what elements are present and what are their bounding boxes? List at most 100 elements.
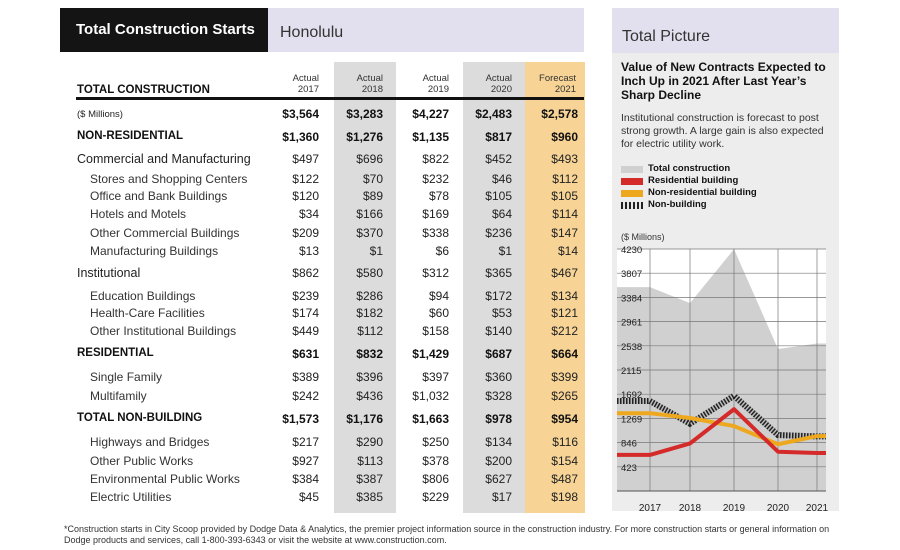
row-label: Multifamily — [90, 389, 147, 403]
table-cell: $696 — [356, 152, 383, 166]
table-cell: $862 — [292, 266, 319, 280]
table-cell: $832 — [356, 347, 383, 361]
table-title: Total Construction Starts — [60, 8, 268, 52]
footnote: *Construction starts in City Scoop provi… — [64, 524, 830, 545]
table-cell: $114 — [552, 207, 578, 221]
chart-heading: Value of New Contracts Expected to Inch … — [621, 60, 826, 102]
table-cell: $265 — [551, 389, 578, 403]
row-label: NON-RESIDENTIAL — [77, 130, 184, 142]
legend-label: Non-residential building — [648, 187, 757, 198]
table-cell: $134 — [485, 435, 512, 449]
table-cell: $328 — [485, 389, 512, 403]
table-cell: $627 — [485, 472, 512, 486]
table-cell: $113 — [357, 454, 383, 468]
row-label: Education Buildings — [90, 289, 196, 303]
table-cell: $34 — [298, 207, 319, 221]
col-header-2019: Actual 2019 — [389, 73, 449, 95]
col-header-year: 2018 — [361, 84, 383, 95]
table-header-bar: Total Construction Starts Honolulu — [60, 8, 584, 52]
col-header-2020: Actual 2020 — [452, 73, 512, 95]
table-cell: $70 — [362, 172, 383, 186]
panel-title: Total Picture — [622, 28, 711, 45]
table-cell: $174 — [292, 306, 319, 320]
table-cell: $806 — [422, 472, 449, 486]
table-cell: $817 — [485, 130, 512, 144]
table-cell: $1,429 — [412, 347, 449, 361]
table-cell: $2,578 — [541, 107, 578, 121]
table-cell: $312 — [422, 266, 449, 280]
y-tick-label: 3384 — [621, 293, 642, 304]
header-rule — [76, 97, 584, 100]
table-cell: $229 — [422, 490, 449, 504]
table-cell: $1,135 — [412, 130, 449, 144]
table-cell: $154 — [551, 454, 578, 468]
table-cell: $147 — [551, 226, 578, 240]
table-cell: $134 — [551, 289, 578, 303]
row-label: TOTAL NON-BUILDING — [77, 412, 203, 424]
row-label: Environmental Public Works — [90, 472, 240, 486]
table-cell: $121 — [551, 306, 578, 320]
table-cell: $94 — [428, 289, 449, 303]
x-tick-label: 2020 — [767, 503, 790, 514]
x-tick-label: 2021 — [806, 503, 829, 514]
table-cell: $3,564 — [282, 107, 319, 121]
table-cell: $360 — [485, 370, 512, 384]
row-label: Other Public Works — [90, 454, 194, 468]
table-cell: $338 — [422, 226, 449, 240]
y-tick-label: 2538 — [621, 342, 642, 353]
legend-swatch-nonbuilding — [621, 202, 643, 209]
row-label: Hotels and Motels — [90, 207, 187, 221]
table-cell: $64 — [491, 207, 512, 221]
table-cell: $60 — [428, 306, 449, 320]
col-header-year: 2020 — [490, 84, 512, 95]
table-cell: $978 — [485, 412, 512, 426]
city-name: Honolulu — [280, 24, 344, 41]
table-cell: $3,283 — [346, 107, 383, 121]
table-cell: $169 — [422, 207, 449, 221]
col-header-status: Actual — [292, 73, 319, 84]
table-cell: $13 — [298, 244, 319, 258]
legend-label: Residential building — [648, 175, 739, 186]
y-tick-label: 1269 — [621, 414, 642, 425]
table-cell: $212 — [551, 324, 578, 338]
table-cell: $4,227 — [412, 107, 449, 121]
table-cell: $166 — [356, 207, 383, 221]
table-cell: $45 — [298, 490, 319, 504]
table-cell: $209 — [292, 226, 319, 240]
row-label: Other Commercial Buildings — [90, 226, 240, 240]
row-label: RESIDENTIAL — [77, 347, 154, 359]
legend-label: Non-building — [648, 199, 707, 210]
table-cell: $436 — [356, 389, 383, 403]
table-cell: $236 — [485, 226, 512, 240]
row-label: Stores and Shopping Centers — [90, 172, 248, 186]
col-header-status: Actual — [356, 73, 383, 84]
col-header-status: Forecast — [539, 73, 576, 84]
table-cell: $158 — [422, 324, 449, 338]
col-header-2021: Forecast 2021 — [516, 73, 576, 95]
row-label: Commercial and Manufacturing — [77, 152, 251, 166]
table-cell: $370 — [356, 226, 383, 240]
y-tick-label: 423 — [621, 463, 637, 474]
table-cell: $365 — [485, 266, 512, 280]
table-cell: $105 — [551, 189, 578, 203]
row-label: Highways and Bridges — [90, 435, 210, 449]
table-cell: $290 — [356, 435, 383, 449]
row-label: Health-Care Facilities — [90, 306, 205, 320]
table-cell: $396 — [356, 370, 383, 384]
col-header-2017: Actual 2017 — [259, 73, 319, 95]
y-tick-label: 2115 — [621, 366, 641, 377]
table-cell: $389 — [292, 370, 319, 384]
table-cell: $822 — [422, 152, 449, 166]
table-cell: $387 — [356, 472, 383, 486]
y-tick-label: 4230 — [621, 245, 642, 256]
table-cell: $217 — [292, 435, 319, 449]
col-header-year: 2021 — [554, 84, 576, 95]
table-cell: $385 — [356, 490, 383, 504]
table-cell: $120 — [292, 189, 319, 203]
table-cell: $112 — [357, 324, 383, 338]
row-label: Manufacturing Buildings — [90, 244, 219, 258]
table-cell: $487 — [551, 472, 578, 486]
table-cell: $46 — [491, 172, 512, 186]
table-cell: $2,483 — [475, 107, 512, 121]
